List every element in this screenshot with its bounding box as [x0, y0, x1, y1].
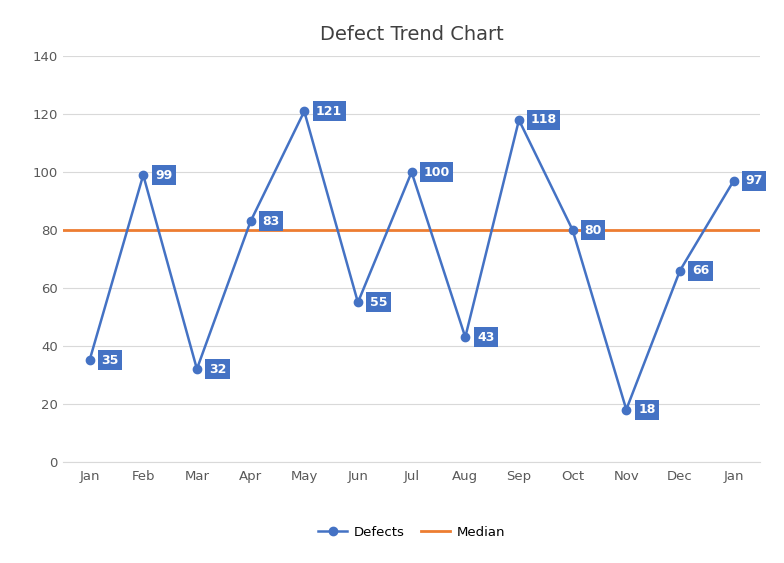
Defects: [675, 267, 684, 274]
Defects: [407, 169, 416, 176]
Defects: [514, 117, 524, 123]
Text: 66: 66: [691, 264, 709, 277]
Legend: Defects, Median: Defects, Median: [313, 521, 510, 544]
Defects: [139, 172, 148, 178]
Defects: [568, 227, 577, 234]
Defects: [460, 334, 470, 341]
Defects: [622, 406, 631, 413]
Text: 99: 99: [155, 168, 172, 181]
Line: Defects: Defects: [85, 107, 738, 414]
Text: 18: 18: [638, 403, 655, 416]
Text: 118: 118: [531, 114, 557, 127]
Defects: [246, 218, 256, 225]
Median: [85, 227, 94, 234]
Text: 83: 83: [263, 215, 280, 228]
Text: 35: 35: [101, 354, 118, 367]
Text: 121: 121: [316, 105, 343, 118]
Title: Defect Trend Chart: Defect Trend Chart: [320, 25, 503, 44]
Defects: [729, 177, 739, 184]
Text: 32: 32: [209, 363, 226, 376]
Text: 80: 80: [584, 224, 602, 236]
Defects: [354, 299, 363, 306]
Defects: [192, 365, 201, 372]
Text: 100: 100: [423, 166, 450, 178]
Text: 55: 55: [370, 296, 387, 309]
Defects: [85, 357, 94, 364]
Text: 97: 97: [746, 175, 763, 187]
Defects: [299, 108, 309, 115]
Median: [139, 227, 148, 234]
Text: 43: 43: [477, 330, 495, 343]
